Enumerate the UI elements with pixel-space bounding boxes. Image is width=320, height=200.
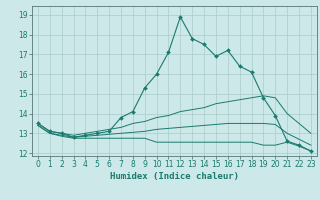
- X-axis label: Humidex (Indice chaleur): Humidex (Indice chaleur): [110, 172, 239, 181]
